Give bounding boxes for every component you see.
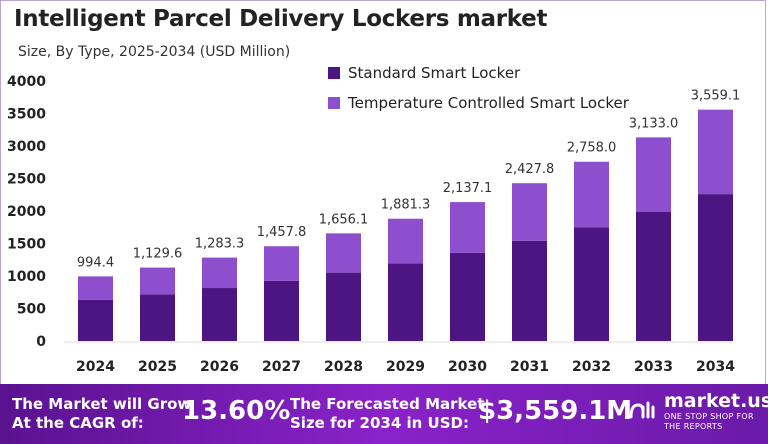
forecast-value: $3,559.1M <box>478 396 633 426</box>
legend-label-standard: Standard Smart Locker <box>348 64 521 82</box>
bar-temperature-2028 <box>326 233 361 273</box>
total-data-label: 1,656.1 <box>319 212 369 227</box>
chart-frame <box>0 0 766 384</box>
legend-item-standard: Standard Smart Locker <box>328 58 629 88</box>
bar-temperature-2025 <box>140 267 175 295</box>
x-tick-label: 2034 <box>696 359 735 375</box>
bar-standard-2031 <box>512 240 547 341</box>
cagr-label-line2: At the CAGR of: <box>12 414 144 432</box>
y-tick-label: 500 <box>17 302 46 318</box>
chart-title: Intelligent Parcel Delivery Lockers mark… <box>14 6 548 32</box>
y-tick-label: 2500 <box>7 172 46 188</box>
chart-subtitle: Size, By Type, 2025-2034 (USD Million) <box>18 44 291 60</box>
y-tick-label: 3500 <box>7 107 46 123</box>
x-tick-label: 2031 <box>510 359 549 375</box>
summary-banner: The Market will Grow At the CAGR of: 13.… <box>0 384 768 444</box>
x-tick-label: 2030 <box>448 359 487 375</box>
legend-item-temperature: Temperature Controlled Smart Locker <box>328 88 629 118</box>
y-tick-label: 0 <box>36 334 46 350</box>
x-tick-label: 2028 <box>324 359 363 375</box>
bar-standard-2030 <box>450 252 485 341</box>
total-data-label: 1,129.6 <box>133 247 183 262</box>
bar-standard-2026 <box>202 288 237 341</box>
bar-temperature-2033 <box>636 137 671 212</box>
cagr-label-line1: The Market will Grow <box>12 395 192 413</box>
legend: Standard Smart Locker Temperature Contro… <box>328 58 629 118</box>
total-data-label: 1,881.3 <box>381 198 431 213</box>
bar-standard-2024 <box>78 299 113 341</box>
forecast-label: The Forecasted Market Size for 2034 in U… <box>290 395 484 433</box>
bar-standard-2029 <box>388 263 423 341</box>
x-tick-label: 2032 <box>572 359 611 375</box>
total-data-label: 3,133.0 <box>629 116 679 131</box>
total-data-label: 2,427.8 <box>505 162 555 177</box>
bar-standard-2033 <box>636 211 671 341</box>
bar-temperature-2032 <box>574 161 609 228</box>
bar-temperature-2031 <box>512 183 547 241</box>
legend-swatch-standard <box>328 67 340 79</box>
bar-temperature-2026 <box>202 257 237 289</box>
x-tick-label: 2027 <box>262 359 301 375</box>
bar-temperature-2030 <box>450 202 485 253</box>
legend-swatch-temperature <box>328 97 340 109</box>
logo-name: market.us <box>664 390 768 412</box>
bar-temperature-2029 <box>388 218 423 264</box>
y-tick-label: 2000 <box>7 204 46 220</box>
y-tick-label: 1500 <box>7 237 46 253</box>
x-tick-label: 2029 <box>386 359 425 375</box>
forecast-label-line2: Size for 2034 in USD: <box>290 414 469 432</box>
total-data-label: 1,457.8 <box>257 225 307 240</box>
marketus-logo[interactable]: market.us ONE STOP SHOP FOR THE REPORTS <box>628 390 768 432</box>
x-tick-label: 2024 <box>76 359 115 375</box>
total-data-label: 994.4 <box>77 255 114 270</box>
bar-temperature-2034 <box>698 109 733 195</box>
x-tick-label: 2025 <box>138 359 177 375</box>
x-tick-label: 2033 <box>634 359 673 375</box>
bar-temperature-2024 <box>78 276 113 300</box>
cagr-value: 13.60% <box>182 396 291 426</box>
forecast-label-line1: The Forecasted Market <box>290 395 485 413</box>
y-tick-label: 1000 <box>7 269 46 285</box>
total-data-label: 2,137.1 <box>443 181 493 196</box>
cagr-label: The Market will Grow At the CAGR of: <box>12 395 191 433</box>
bar-standard-2027 <box>264 280 299 341</box>
legend-label-temperature: Temperature Controlled Smart Locker <box>348 94 629 112</box>
x-tick-label: 2026 <box>200 359 239 375</box>
total-data-label: 2,758.0 <box>567 141 617 156</box>
marketus-logo-icon <box>629 401 655 419</box>
bar-standard-2034 <box>698 194 733 341</box>
y-tick-label: 4000 <box>7 74 46 90</box>
bar-standard-2032 <box>574 227 609 341</box>
logo-tagline: ONE STOP SHOP FOR THE REPORTS <box>664 412 754 431</box>
total-data-label: 3,559.1 <box>691 89 741 104</box>
bar-temperature-2027 <box>264 246 299 281</box>
bar-standard-2028 <box>326 272 361 341</box>
y-tick-label: 3000 <box>7 139 46 155</box>
total-data-label: 1,283.3 <box>195 237 245 252</box>
bar-standard-2025 <box>140 294 175 341</box>
stacked-bar-chart: 0 500 1000 1500 2000 2500 3000 3500 4000 994.4 202… <box>7 74 741 375</box>
